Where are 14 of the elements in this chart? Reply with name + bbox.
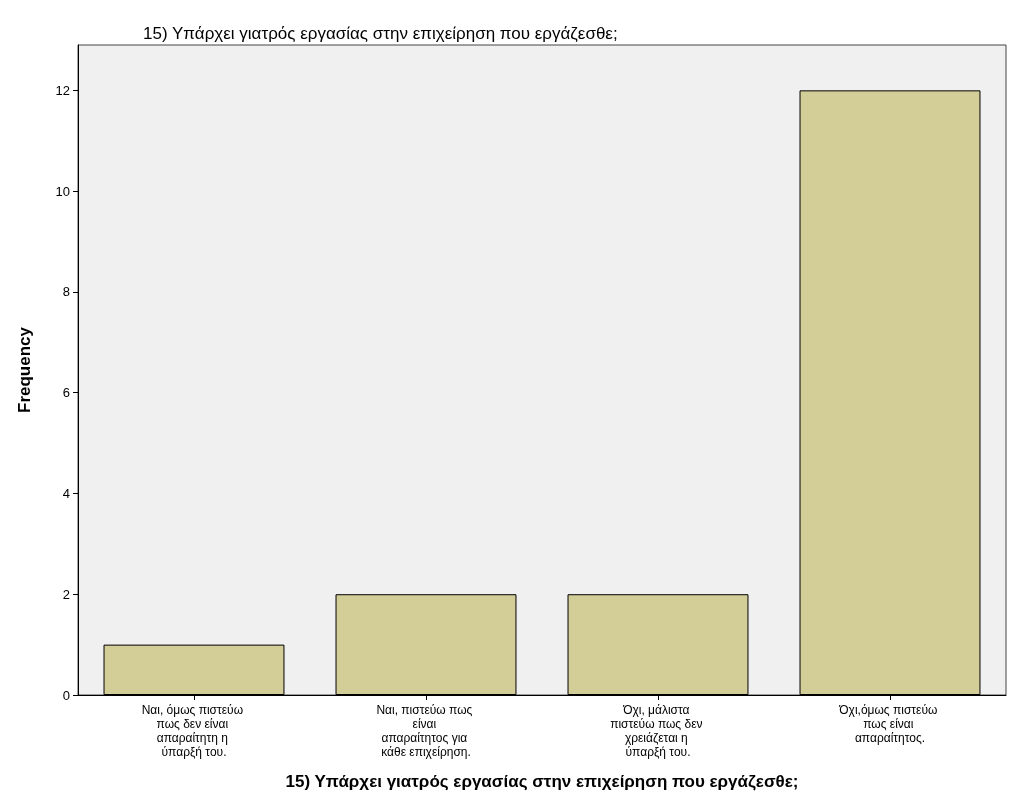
chart-title: 15) Υπάρχει γιατρός εργασίας στην επιχείρηση που εργάζεσθε; [143,24,618,43]
y-tick-label: 4 [62,485,70,501]
y-tick-label: 6 [62,385,70,401]
y-tick-label: 10 [55,183,70,199]
x-axis-title: 15) Υπάρχει γιατρός εργασίας στην επιχείρηση που εργάζεσθε; [285,772,799,791]
x-tick-label: Όχι, μάλιστα πιστεύω πως δεν χρειάζεται η ύπαρξή του. [610,703,706,759]
y-tick-label: 2 [62,586,70,602]
x-tick-label: Όχι,όμως πιστεύω πως είναι απαραίτητος. [838,703,941,745]
y-axis-title: Frequency [15,326,34,413]
x-tick-label: Ναι, όμως πιστεύω πως δεν είναι απαραίτητη η ύπαρξή του. [141,703,247,759]
y-tick-label: 8 [62,284,70,300]
x-tick-label: Ναι, πιστεύω πως είναι απαραίτητος για κάθε επιχείρηση. [376,703,476,759]
y-tick-label: 12 [55,82,70,98]
y-tick-label: 0 [62,687,70,703]
